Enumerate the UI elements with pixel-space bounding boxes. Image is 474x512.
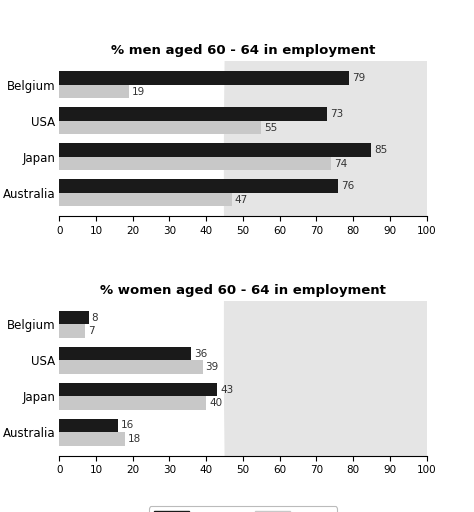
Text: 47: 47 [235, 195, 248, 204]
Text: 74: 74 [334, 159, 347, 168]
Bar [59, 382, 217, 396]
Text: 40: 40 [209, 398, 222, 408]
Bar [59, 432, 125, 446]
Bar [59, 325, 85, 338]
Legend: 1970, 2000: 1970, 2000 [149, 506, 337, 512]
Text: 76: 76 [341, 181, 355, 191]
Bar [59, 396, 206, 410]
Text: 55: 55 [264, 122, 277, 133]
Ellipse shape [225, 0, 445, 512]
Bar [59, 71, 349, 85]
Bar [59, 347, 191, 360]
Title: % women aged 60 - 64 in employment: % women aged 60 - 64 in employment [100, 284, 386, 297]
Text: 43: 43 [220, 385, 233, 395]
Bar [59, 107, 328, 121]
Text: 16: 16 [121, 420, 134, 431]
Bar [59, 157, 331, 170]
Text: 73: 73 [330, 109, 344, 119]
Bar [59, 193, 232, 206]
Text: 18: 18 [128, 434, 142, 444]
Text: 39: 39 [205, 362, 219, 372]
Text: 85: 85 [374, 145, 388, 155]
Bar [59, 121, 261, 135]
Bar [59, 179, 338, 193]
Text: 79: 79 [352, 73, 365, 83]
Text: 8: 8 [91, 313, 98, 323]
Text: 36: 36 [194, 349, 208, 358]
Ellipse shape [225, 0, 445, 512]
Bar [59, 85, 129, 98]
Title: % men aged 60 - 64 in employment: % men aged 60 - 64 in employment [111, 45, 375, 57]
Bar [59, 419, 118, 432]
Bar [59, 311, 89, 325]
Bar [59, 143, 372, 157]
Text: 19: 19 [132, 87, 145, 97]
Text: 7: 7 [88, 326, 94, 336]
Bar [59, 360, 202, 374]
